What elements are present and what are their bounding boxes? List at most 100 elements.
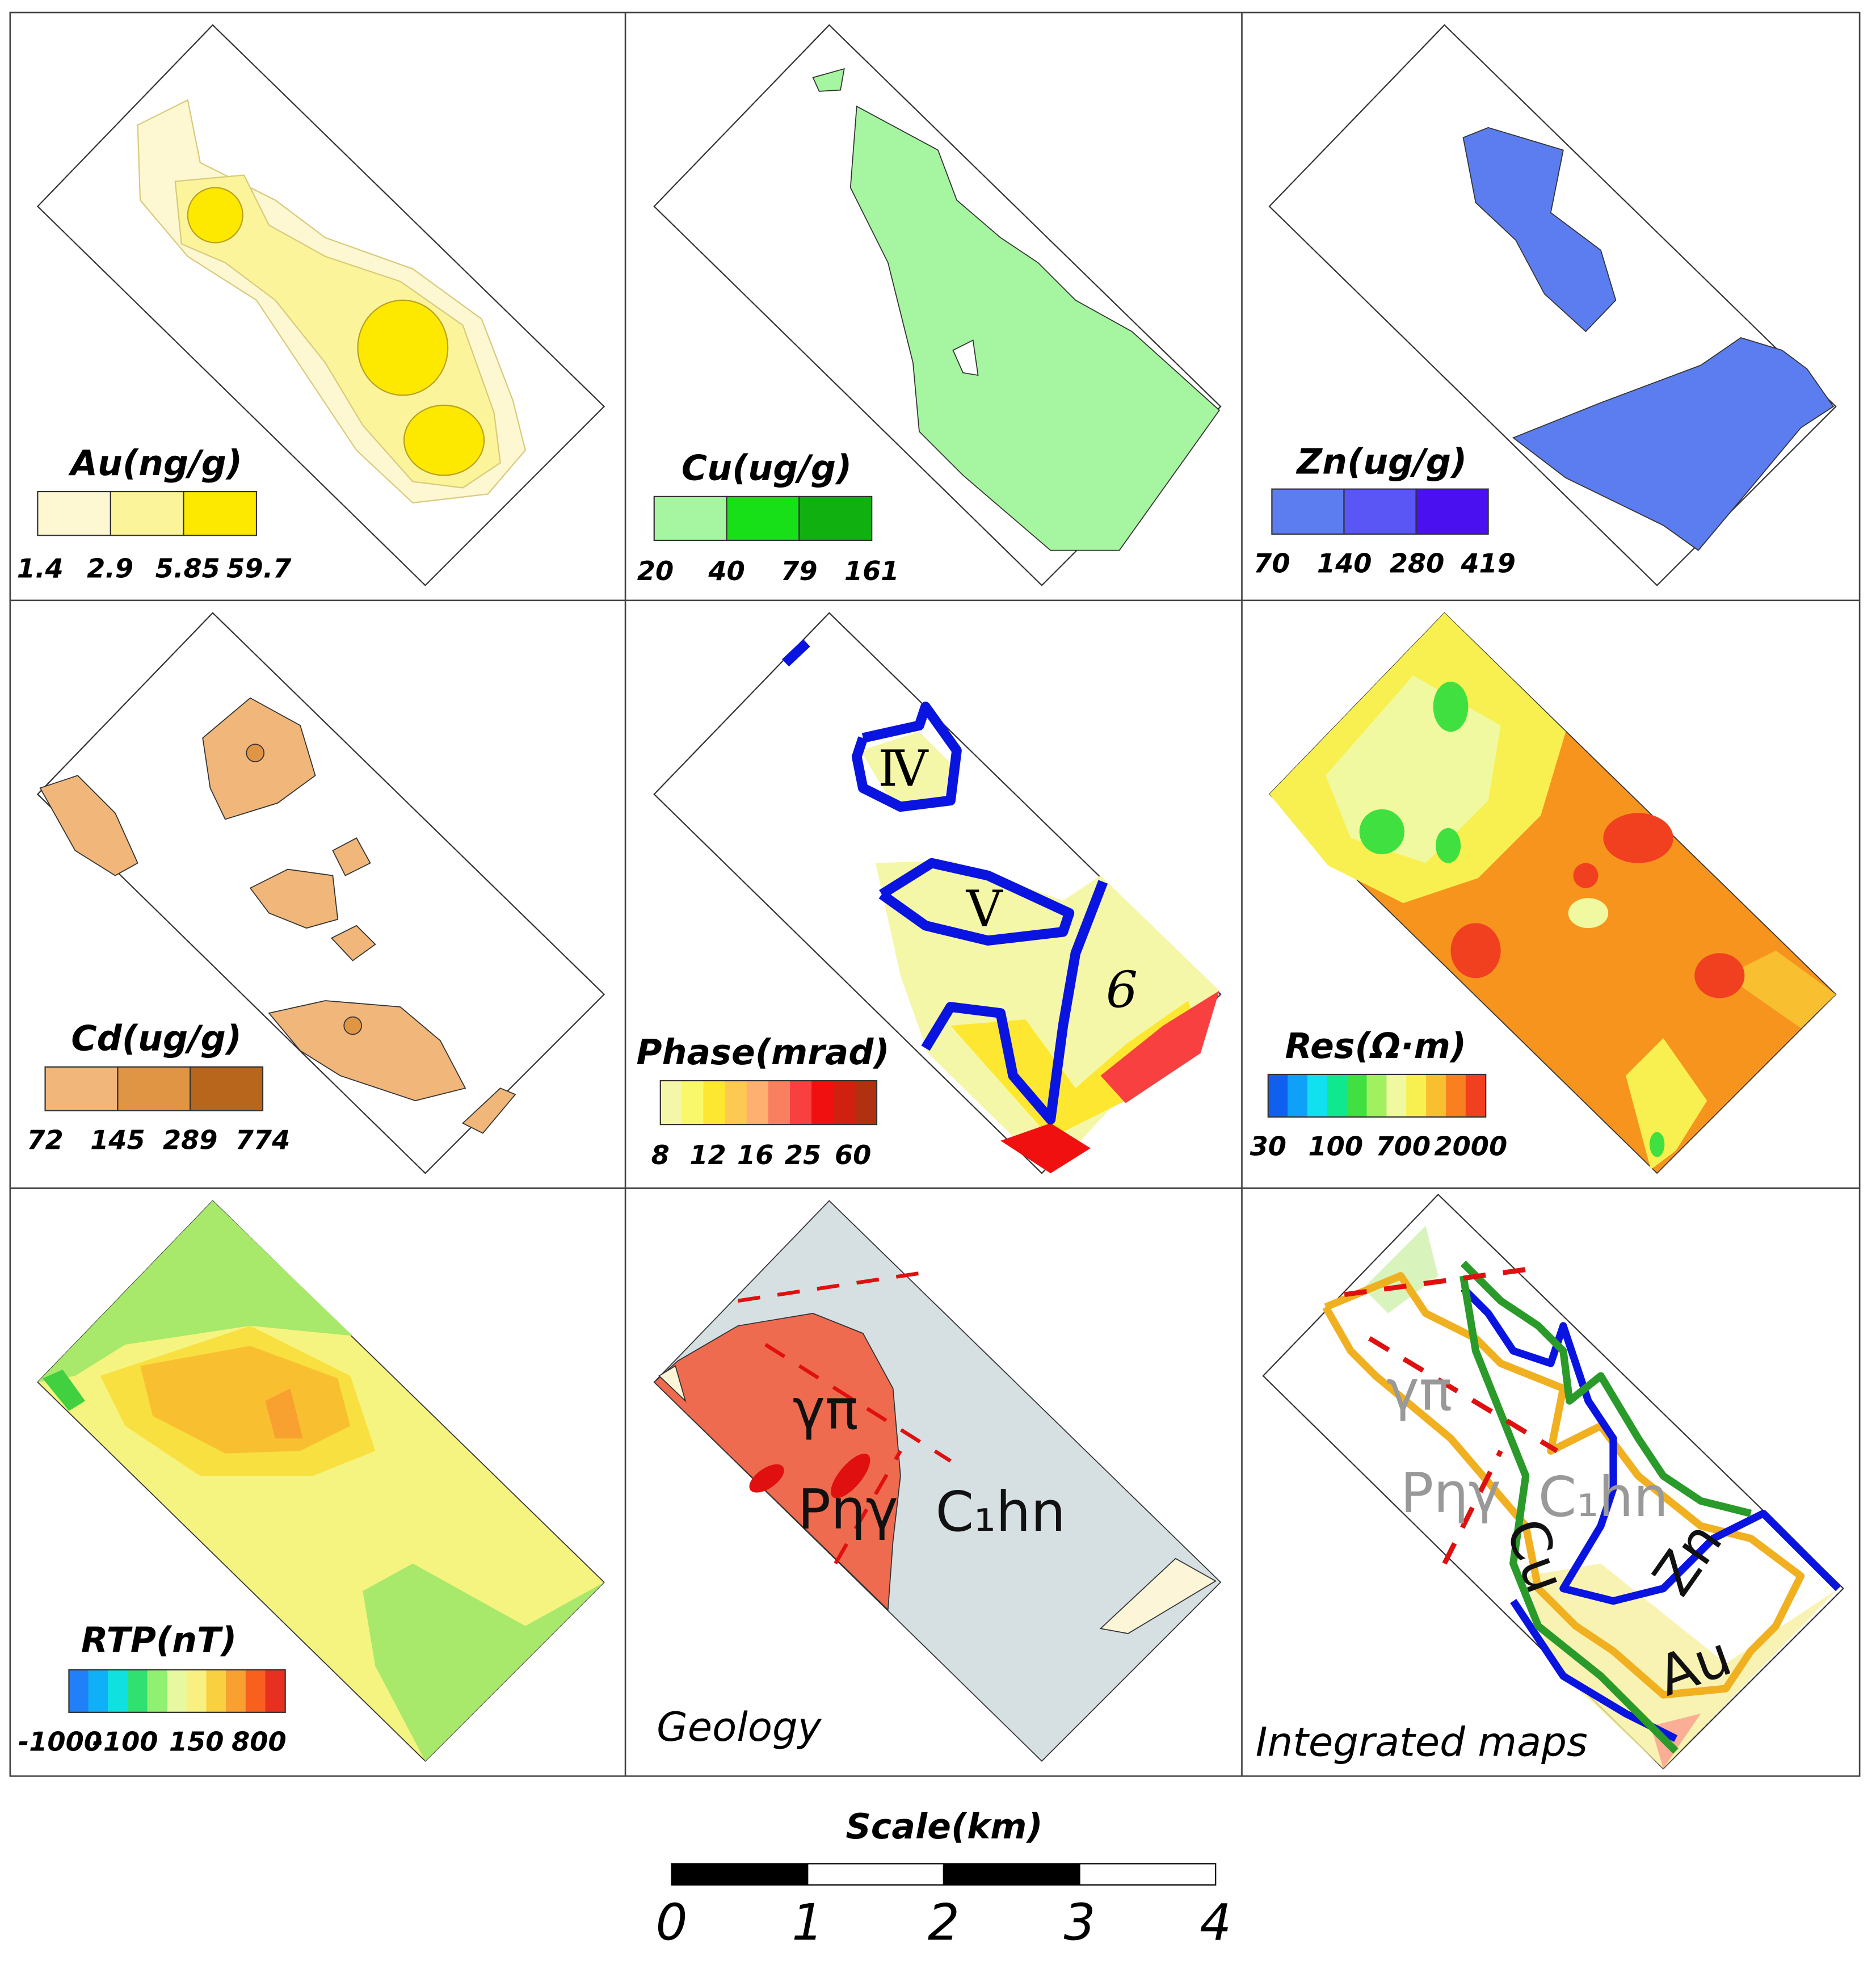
anomaly [403,404,485,476]
scale-label: 3 [1064,1893,1096,1952]
legend-label: 20 [637,556,674,586]
contour [1322,1272,1805,1699]
legend-label: 1.4 [17,553,64,583]
anomaly [43,1370,86,1411]
map-label: Ⅳ [878,740,929,798]
legend-swatch [1406,1074,1427,1118]
map-label: 6 [1106,961,1138,1019]
legend-swatch [206,1669,227,1713]
legend-swatch [1347,1074,1368,1118]
contour [878,858,1075,946]
anomaly [332,837,371,876]
anomaly [1363,1225,1438,1313]
legend-swatch [789,1080,813,1125]
legend-swatch [682,1080,704,1125]
legend-swatch [1445,1074,1466,1118]
legend-swatch [186,1669,207,1713]
map-label: Pηγ [1400,1461,1501,1525]
legend-label: 161 [844,556,899,586]
contour [851,702,962,812]
legend-swatch [1343,488,1417,535]
map-label: γπ [793,1378,859,1442]
anomaly [1512,337,1835,551]
legend-label: 280 [1390,548,1445,579]
fault [764,1343,952,1463]
legend-swatch [265,1669,286,1713]
res-map [1268,612,1837,1174]
anomaly [330,925,376,961]
anomaly [1359,809,1404,855]
scale-segment [1079,1863,1217,1886]
legend-swatch [147,1669,168,1713]
panel-grid [9,11,1861,1777]
legend-label: -1000 [18,1726,102,1757]
dyke [749,1464,784,1493]
anomaly [246,744,265,762]
contour [1459,1275,1679,1754]
scale-segment [671,1863,809,1886]
contour [1460,1286,1841,1605]
anomaly [1694,953,1745,998]
legend-swatch [110,490,184,536]
gap [952,339,979,376]
au-map [36,24,605,586]
anomaly [343,1016,362,1035]
legend-label: 70 [1254,548,1290,579]
anomaly [1525,1563,1839,1769]
legend-label: 30 [1250,1131,1286,1161]
fault [1368,1336,1559,1454]
map-extent [1262,1193,1845,1770]
legends: Au(ng/g) 1.4 2.9 5.85 59.7 Cu(ug/g) 20 40 79 161 Z… [17,442,1516,1757]
legend-frame [659,1080,878,1126]
legend-swatch [1268,1074,1289,1118]
legend-frame [68,1669,286,1713]
contours [1322,1261,1841,1754]
anomaly [249,868,339,929]
legend-swatch [68,1669,89,1713]
scale-bar: Scale(km) 0 1 2 3 4 [656,1806,1232,1952]
anomaly [268,1000,466,1102]
legend-swatch [167,1669,187,1713]
contour [921,880,1108,1125]
anomaly [950,1000,1201,1139]
legend-label: 150 [169,1726,224,1757]
scale-label: 4 [1200,1893,1231,1952]
legend-swatch [1386,1074,1407,1118]
legend-swatch [226,1669,246,1713]
faults [1344,1267,1559,1565]
legend-title: Res(Ω·m) [1285,1026,1467,1067]
anomaly [39,775,138,876]
contour [1460,1261,1752,1517]
legend-swatch [1426,1074,1447,1118]
legend-label: 100 [1308,1131,1363,1161]
zn-map [1268,24,1837,586]
legend-label: 72 [27,1124,63,1155]
anomaly [1649,1132,1665,1157]
rtp-map [37,1200,605,1762]
legend-swatch [190,1066,264,1111]
legend-title: Cu(ug/g) [682,448,852,489]
dyke [831,1454,870,1498]
legend-swatch [1307,1074,1328,1118]
legend-swatch [725,1080,747,1125]
legend-label: 59.7 [226,553,292,583]
legend-label: 2000 [1434,1131,1507,1161]
legend-frame [1267,1073,1487,1118]
legend-swatch [1327,1074,1348,1118]
legend-swatch [183,490,258,536]
anomaly [265,1388,303,1439]
scale-label: 2 [928,1893,960,1952]
anomaly [1462,127,1617,333]
anomaly [363,1563,604,1761]
anomaly [1100,990,1219,1103]
fault [737,1271,920,1303]
fault [1344,1267,1526,1298]
legend-label: 800 [232,1726,287,1757]
legend-swatch [746,1080,769,1125]
legend-swatch [127,1669,148,1713]
legend-swatch [768,1080,791,1125]
anomaly [1000,1123,1091,1174]
geology-map: γπ Pηγ C₁hn Geology [653,1200,1222,1762]
